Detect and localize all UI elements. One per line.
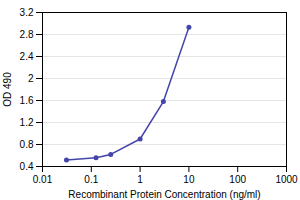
svg-text:3.2: 3.2 bbox=[20, 7, 34, 18]
svg-text:Recombinant Protein Concentrat: Recombinant Protein Concentration (ng/ml… bbox=[68, 189, 260, 200]
svg-text:0.01: 0.01 bbox=[33, 174, 53, 185]
svg-text:1000: 1000 bbox=[275, 174, 298, 185]
svg-text:10: 10 bbox=[183, 174, 195, 185]
svg-text:0.8: 0.8 bbox=[20, 139, 34, 150]
svg-text:0.1: 0.1 bbox=[84, 174, 98, 185]
svg-text:1.2: 1.2 bbox=[20, 117, 34, 128]
svg-text:2.8: 2.8 bbox=[20, 29, 34, 40]
svg-text:100: 100 bbox=[229, 174, 246, 185]
svg-text:OD 490: OD 490 bbox=[2, 72, 13, 107]
svg-text:1: 1 bbox=[137, 174, 143, 185]
svg-text:1.6: 1.6 bbox=[20, 95, 34, 106]
svg-text:2: 2 bbox=[28, 73, 34, 84]
svg-text:0.4: 0.4 bbox=[20, 161, 34, 172]
svg-text:2.4: 2.4 bbox=[20, 51, 34, 62]
